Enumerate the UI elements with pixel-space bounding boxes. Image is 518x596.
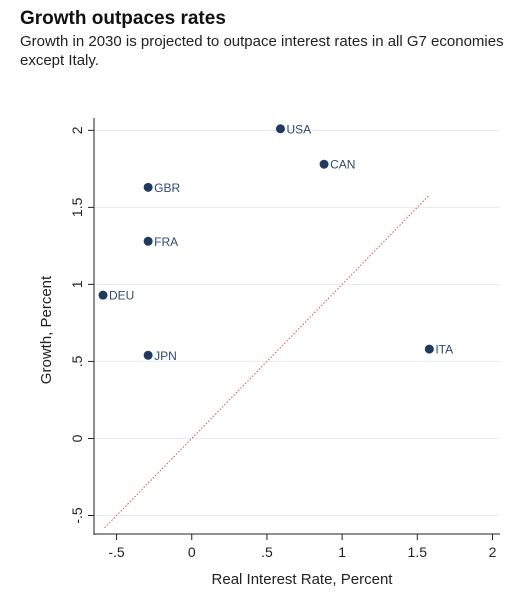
chart-title: Growth outpaces rates [20,8,226,29]
y-tick-label: 2 [69,126,85,134]
data-point-usa [275,124,285,134]
grid-lines [94,129,500,517]
chart-subtitle: Growth in 2030 is projected to outpace i… [20,33,504,69]
reference-line [104,194,430,529]
x-tick-label: 2 [489,544,497,560]
point-label-fra: FRA [154,235,178,249]
data-points: USA CAN GBR FRA DEU JPN ITA [98,122,453,363]
y-tick-label: 1 [69,280,85,288]
point-label-gbr: GBR [154,181,180,195]
data-point-jpn [143,350,153,360]
y-axis-label: Growth, Percent [38,275,55,384]
x-tick-label: 0 [188,544,196,560]
point-label-ita: ITA [435,343,453,357]
point-label-deu: DEU [109,289,134,303]
data-point-ita [424,344,434,354]
y-tick-label: 1.5 [69,197,85,217]
chart-header: Growth outpaces rates Growth in 2030 is … [20,8,510,70]
x-tick-label: .5 [261,544,273,560]
axes [93,118,500,535]
point-label-usa: USA [286,122,311,136]
data-point-fra [143,236,153,246]
data-point-can [319,159,329,169]
y-tick-label: 0 [69,434,85,442]
x-tick-label: 1.5 [408,544,428,560]
data-point-gbr [143,182,153,192]
y-tick-label: .5 [69,355,85,367]
data-point-deu [98,290,108,300]
y-ticks: -.5 0 .5 1 1.5 2 [69,126,94,524]
x-ticks: -.5 0 .5 1 1.5 2 [108,534,497,560]
reference-line-group [104,194,430,529]
x-tick-label: -.5 [108,544,125,560]
point-label-jpn: JPN [154,349,177,363]
y-tick-label: -.5 [69,507,85,524]
x-axis-label: Real Interest Rate, Percent [212,571,394,588]
x-tick-label: 1 [338,544,346,560]
point-label-can: CAN [330,158,355,172]
